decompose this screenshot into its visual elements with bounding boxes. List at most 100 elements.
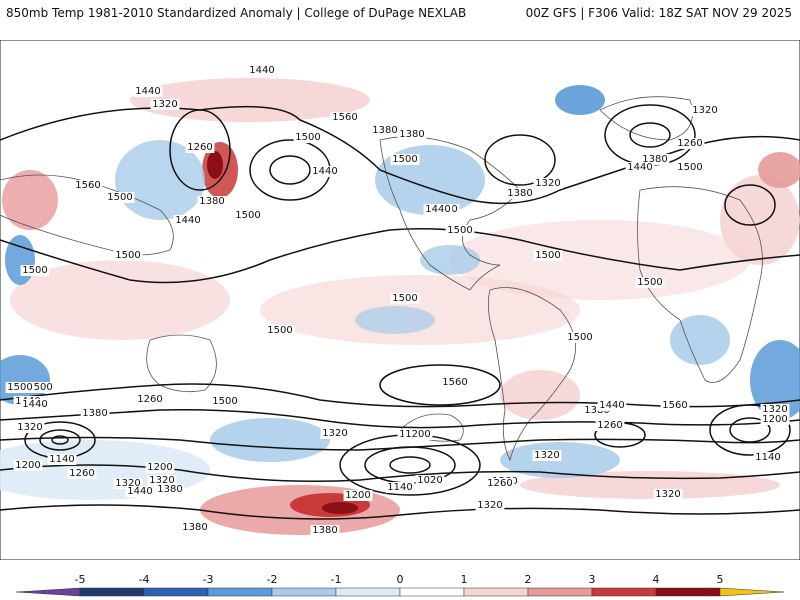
- contour-label-bg: [320, 428, 350, 439]
- colorbar: -5 -4 -3 -2 -1 0 1 2 3 4 5: [15, 573, 785, 597]
- contour-label-bg: [5, 382, 35, 393]
- contour-label-bg: [125, 486, 155, 497]
- contour-label-bg: [440, 377, 470, 388]
- colorbar-tick-label: -2: [267, 573, 278, 586]
- contour-label: 1380: [199, 196, 224, 207]
- contour-label: 1500: [115, 250, 140, 261]
- contour-label-bg: [330, 112, 360, 123]
- colorbar-swatch: [335, 587, 401, 597]
- cold-anomaly-shading: [0, 85, 800, 500]
- contour-label: 1320: [477, 500, 502, 511]
- contour-label-bg: [233, 210, 263, 221]
- colorbar-tick-label: 3: [589, 573, 596, 586]
- colorbar-tick-label: 4: [653, 573, 660, 586]
- contour-label-bg: [533, 250, 563, 261]
- contour-label: 1440: [312, 166, 337, 177]
- contour-label: 1320: [149, 475, 174, 486]
- contour-label-bg: [25, 382, 55, 393]
- colorbar-ticks: -5 -4 -3 -2 -1 0 1 2 3 4 5: [75, 573, 724, 586]
- contour-label-bg: [390, 154, 420, 165]
- contour-label: 1500: [677, 162, 702, 173]
- contour-label: 1380: [312, 525, 337, 536]
- contour-label: 1440: [135, 86, 160, 97]
- contour-label-bg: [197, 196, 227, 207]
- contour-label: 1440: [127, 486, 152, 497]
- contour-label: 1560: [75, 180, 100, 191]
- contour-label-bg: [185, 142, 215, 153]
- colorbar-tick-label: -4: [139, 573, 150, 586]
- colorbar-tick-label: -5: [75, 573, 86, 586]
- contour-label-bg: [155, 484, 185, 495]
- contour-label: 1320: [655, 489, 680, 500]
- contour-label-bg: [653, 489, 683, 500]
- contour-label-bg: [423, 204, 453, 215]
- anomaly-map: 1440144013201560138015001260138014401440…: [0, 40, 800, 560]
- contour-label: 1500: [27, 382, 52, 393]
- model-run-info: 00Z GFS | F306 Valid: 18Z SAT NOV 29 202…: [525, 6, 792, 20]
- contour-label: 1200: [147, 462, 172, 473]
- contour-label: 1380: [507, 188, 532, 199]
- contour-label: 1260: [187, 142, 212, 153]
- contour-label: 1140: [755, 452, 780, 463]
- contour-label-bg: [675, 138, 705, 149]
- contour-label-bg: [675, 162, 705, 173]
- colorbar-tick-label: 0: [397, 573, 404, 586]
- contour-label-bg: [47, 454, 77, 465]
- contour-label: 1260: [137, 394, 162, 405]
- contour-label-bg: [625, 162, 655, 173]
- height-contours: [0, 104, 800, 520]
- contour-label: 1200: [762, 414, 787, 425]
- contour-label: 1500: [567, 332, 592, 343]
- contour-label: 1380: [182, 522, 207, 533]
- contour-label: 1500: [235, 210, 260, 221]
- colorbar-swatch: [271, 587, 337, 597]
- contour-label-bg: [135, 394, 165, 405]
- contour-label: 1440: [627, 162, 652, 173]
- colorbar-tick-label: 5: [717, 573, 724, 586]
- contour-label-bg: [595, 420, 625, 431]
- contour-label: 1320: [692, 105, 717, 116]
- contour-label: 1500: [295, 132, 320, 143]
- colorbar-swatch: [719, 587, 785, 597]
- contour-label-bg: [293, 132, 323, 143]
- colorbar-swatch: [591, 587, 657, 597]
- contour-label-bg: [150, 99, 180, 110]
- contour-label-bg: [20, 265, 50, 276]
- contour-label-bg: [247, 65, 277, 76]
- contour-label-bg: [565, 332, 595, 343]
- colorbar-tick-label: -1: [331, 573, 342, 586]
- colorbar-swatch: [527, 587, 593, 597]
- contour-label: 1500: [535, 250, 560, 261]
- contour-label-bg: [15, 422, 45, 433]
- contour-label-bg: [397, 129, 427, 140]
- contour-label-bg: [180, 522, 210, 533]
- contour-label-bg: [640, 154, 670, 165]
- contour-label: 1500: [392, 154, 417, 165]
- contour-label: 1140: [387, 482, 412, 493]
- contour-label: 1200: [345, 490, 370, 501]
- contour-label-bg: [475, 500, 505, 511]
- colorbar-swatch: [15, 587, 81, 597]
- contour-label: 1500: [7, 382, 32, 393]
- contour-label: 1380: [584, 405, 609, 416]
- contour-label-bg: [210, 396, 240, 407]
- contour-label: 1020: [417, 475, 442, 486]
- contour-label: 1500: [267, 325, 292, 336]
- contour-label: 1200: [405, 429, 430, 440]
- colorbar-swatch: [143, 587, 209, 597]
- contour-label-bg: [173, 215, 203, 226]
- contour-label-bg: [532, 450, 562, 461]
- colorbar-swatch: [399, 587, 465, 597]
- contour-label: 1440: [249, 65, 274, 76]
- colorbar-tick-label: -3: [203, 573, 214, 586]
- map-title: 850mb Temp 1981-2010 Standardized Anomal…: [6, 6, 467, 20]
- colorbar-swatches: [15, 587, 785, 597]
- contour-label-bg: [660, 400, 690, 411]
- contour-label: 1440: [22, 399, 47, 410]
- contour-label-bg: [635, 277, 665, 288]
- contour-label: 1560: [332, 112, 357, 123]
- contour-label: 1260: [487, 478, 512, 489]
- contour-label: 1140: [49, 454, 74, 465]
- contour-label: 1500: [107, 192, 132, 203]
- contour-label-bg: [113, 478, 143, 489]
